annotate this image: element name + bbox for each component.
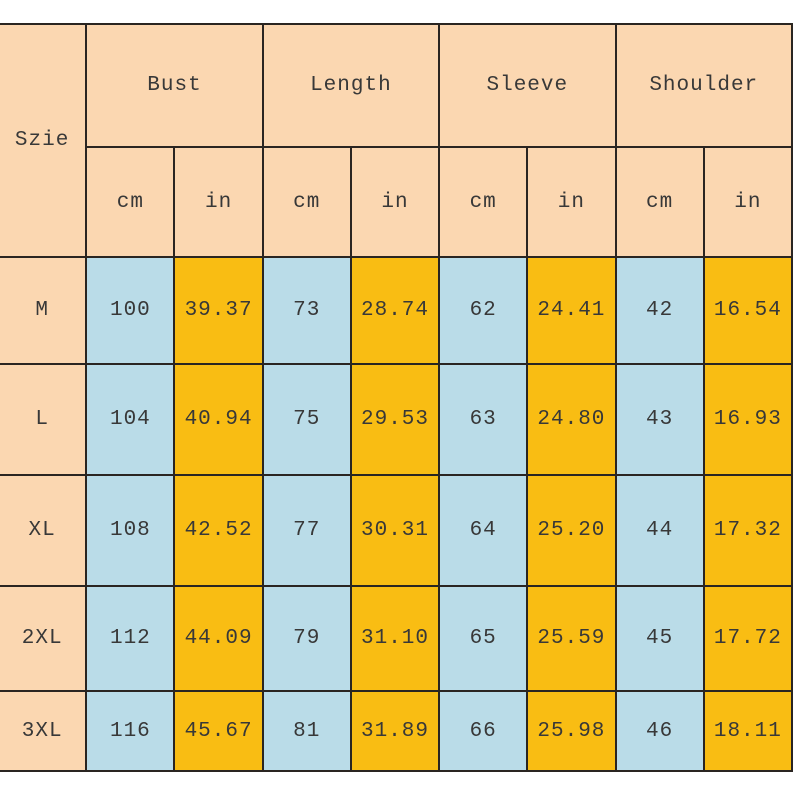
cell-length-cm: 79	[261, 585, 352, 692]
unit-header-bust-in: in	[173, 146, 264, 258]
cell-bust-cm: 116	[85, 690, 176, 772]
cell-sleeve-cm: 62	[438, 256, 529, 365]
size-label: M	[0, 256, 88, 365]
header-unit-row: cm in cm in cm in cm in	[0, 146, 794, 258]
cell-bust-in: 44.09	[173, 585, 264, 692]
unit-header-length-in: in	[349, 146, 441, 258]
unit-header-length-cm: cm	[261, 146, 352, 258]
table-row-xl: XL 108 42.52 77 30.31 64 25.20 44 17.32	[0, 474, 794, 587]
cell-length-cm: 81	[261, 690, 352, 772]
cell-shoulder-cm: 44	[614, 474, 705, 587]
cell-length-in: 31.89	[349, 690, 441, 772]
cell-shoulder-cm: 43	[614, 363, 705, 476]
table-row-3xl: 3XL 116 45.67 81 31.89 66 25.98 46 18.11	[0, 690, 794, 772]
cell-shoulder-cm: 42	[614, 256, 705, 365]
header-bust: Bust	[85, 23, 264, 148]
unit-header-sleeve-cm: cm	[438, 146, 529, 258]
cell-length-cm: 75	[261, 363, 352, 476]
cell-bust-in: 45.67	[173, 690, 264, 772]
cell-shoulder-in: 17.32	[702, 474, 794, 587]
cell-length-in: 29.53	[349, 363, 441, 476]
unit-header-sleeve-in: in	[526, 146, 617, 258]
cell-sleeve-in: 24.41	[526, 256, 617, 365]
header-length: Length	[261, 23, 441, 148]
size-label: 3XL	[0, 690, 88, 772]
cell-length-in: 30.31	[349, 474, 441, 587]
cell-sleeve-cm: 63	[438, 363, 529, 476]
cell-length-in: 28.74	[349, 256, 441, 365]
cell-bust-cm: 112	[85, 585, 176, 692]
cell-sleeve-in: 25.98	[526, 690, 617, 772]
cell-bust-cm: 104	[85, 363, 176, 476]
size-chart-table: Szie Bust Length Sleeve Shoulder cm in c…	[0, 23, 794, 772]
unit-header-shoulder-in: in	[702, 146, 794, 258]
cell-shoulder-in: 18.11	[702, 690, 794, 772]
cell-bust-cm: 100	[85, 256, 176, 365]
cell-shoulder-in: 16.93	[702, 363, 794, 476]
unit-header-bust-cm: cm	[85, 146, 176, 258]
cell-sleeve-in: 25.20	[526, 474, 617, 587]
size-label: 2XL	[0, 585, 88, 692]
cell-bust-in: 39.37	[173, 256, 264, 365]
cell-sleeve-in: 25.59	[526, 585, 617, 692]
cell-length-cm: 77	[261, 474, 352, 587]
header-sleeve: Sleeve	[438, 23, 617, 148]
cell-sleeve-cm: 66	[438, 690, 529, 772]
unit-header-shoulder-cm: cm	[614, 146, 705, 258]
cell-shoulder-cm: 45	[614, 585, 705, 692]
cell-shoulder-in: 16.54	[702, 256, 794, 365]
table-row-l: L 104 40.94 75 29.53 63 24.80 43 16.93	[0, 363, 794, 476]
size-label: XL	[0, 474, 88, 587]
table-row-m: M 100 39.37 73 28.74 62 24.41 42 16.54	[0, 256, 794, 365]
size-label: L	[0, 363, 88, 476]
cell-sleeve-cm: 64	[438, 474, 529, 587]
cell-bust-cm: 108	[85, 474, 176, 587]
table-row-2xl: 2XL 112 44.09 79 31.10 65 25.59 45 17.72	[0, 585, 794, 692]
cell-bust-in: 40.94	[173, 363, 264, 476]
cell-bust-in: 42.52	[173, 474, 264, 587]
cell-shoulder-cm: 46	[614, 690, 705, 772]
cell-shoulder-in: 17.72	[702, 585, 794, 692]
cell-length-in: 31.10	[349, 585, 441, 692]
cell-length-cm: 73	[261, 256, 352, 365]
corner-header-size: Szie	[0, 23, 88, 258]
cell-sleeve-cm: 65	[438, 585, 529, 692]
header-group-row: Szie Bust Length Sleeve Shoulder	[0, 23, 793, 258]
header-shoulder: Shoulder	[614, 23, 793, 148]
cell-sleeve-in: 24.80	[526, 363, 617, 476]
